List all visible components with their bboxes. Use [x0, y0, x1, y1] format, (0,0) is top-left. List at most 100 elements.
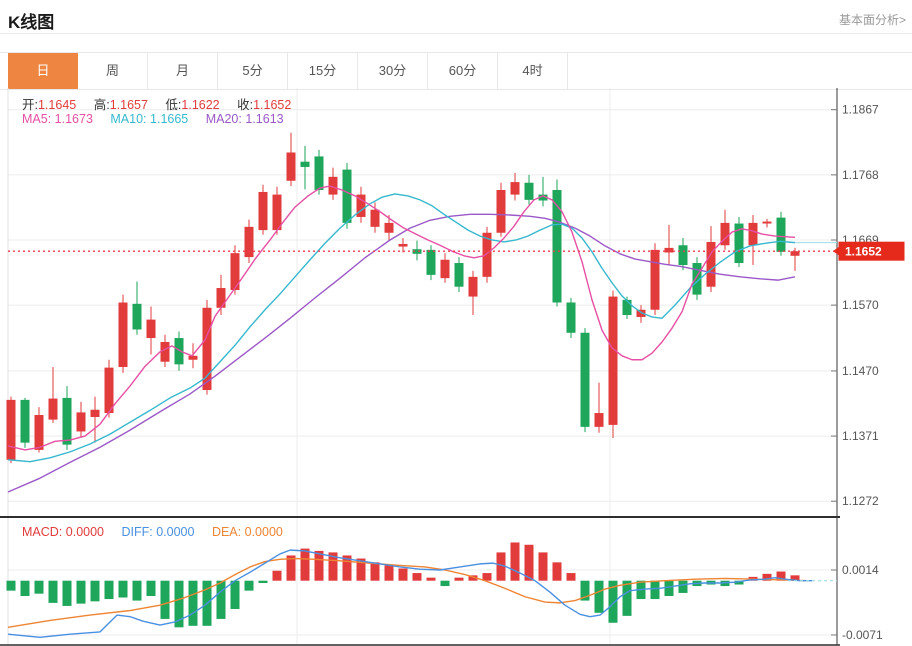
tab-月[interactable]: 月 — [148, 53, 218, 89]
macd-bar — [244, 580, 254, 591]
ma5-label: MA5: — [22, 112, 52, 126]
candle — [692, 263, 702, 295]
period-tab-bar: 日周月 5分 15分 30分 60分 4时 — [0, 52, 912, 90]
macd-bar — [174, 580, 184, 628]
candle — [300, 161, 310, 167]
macd-label: MACD: — [22, 525, 63, 539]
macd-bar — [76, 580, 86, 604]
candle — [468, 276, 478, 297]
macd-bar — [538, 552, 548, 581]
macd-bar — [580, 580, 590, 601]
price-axis-label: 1.1470 — [842, 364, 879, 378]
close-value: 1.1652 — [253, 98, 292, 112]
high-label: 高: — [93, 98, 110, 112]
tab-30分[interactable]: 30分 — [358, 53, 428, 89]
diff-label: DIFF: — [121, 525, 153, 539]
ma10-line — [7, 193, 796, 463]
macd-bar — [20, 580, 30, 596]
candle — [342, 169, 352, 223]
dea-label: DEA: — [211, 525, 242, 539]
candle — [174, 338, 184, 365]
price-axis-label: 1.1570 — [842, 298, 879, 312]
ma-legend: MA5: 1.1673 MA10: 1.1665 MA20: 1.1613 — [22, 112, 298, 126]
period-tabs: 日周月 5分 15分 30分 60分 4时 — [8, 53, 912, 89]
macd-bar — [90, 580, 100, 602]
candle — [580, 332, 590, 427]
macd-bar — [118, 580, 128, 598]
candle — [678, 245, 688, 265]
macd-bar — [216, 580, 226, 619]
macd-bar — [258, 580, 268, 583]
ohlc-legend: 开:1.1645 高:1.1657 低:1.1622 收:1.1652 — [22, 94, 305, 113]
tab-60分[interactable]: 60分 — [428, 53, 498, 89]
page-title: K线图 — [8, 13, 55, 32]
candle — [398, 243, 408, 247]
price-axis-label: 1.1272 — [842, 494, 879, 508]
macd-bar — [104, 580, 114, 600]
candle — [258, 191, 268, 231]
macd-bar — [356, 558, 366, 581]
candle — [132, 303, 142, 330]
candle — [776, 217, 786, 252]
ma20-label: MA20: — [205, 112, 242, 126]
candle — [370, 209, 380, 227]
candle — [412, 249, 422, 254]
tab-5分[interactable]: 5分 — [218, 53, 288, 89]
macd-bar — [272, 570, 282, 581]
macd-bar — [300, 548, 310, 581]
macd-legend: MACD: 0.0000 DIFF: 0.0000 DEA: 0.0000 — [22, 525, 297, 539]
ma20-line — [7, 213, 796, 493]
candle — [510, 182, 520, 195]
macd-bar — [608, 580, 618, 623]
macd-bar — [482, 573, 492, 581]
macd-bar — [762, 573, 772, 581]
low-value: 1.1622 — [181, 98, 220, 112]
macd-bar — [286, 555, 296, 581]
macd-axis-label: 0.0014 — [842, 563, 879, 577]
macd-bar — [132, 580, 142, 601]
chart-canvas[interactable]: 1.18671.17681.16691.15701.14701.13711.12… — [0, 88, 912, 646]
macd-bar — [230, 580, 240, 609]
tab-日[interactable]: 日 — [8, 53, 78, 89]
macd-value: 0.0000 — [65, 525, 104, 539]
candle — [762, 221, 772, 224]
macd-bar — [328, 552, 338, 581]
dea-line — [7, 557, 809, 629]
candle — [188, 355, 198, 360]
macd-bar — [496, 552, 506, 581]
macd-bar — [34, 580, 44, 594]
high-value: 1.1657 — [109, 98, 148, 112]
candle — [160, 341, 170, 362]
candle — [720, 222, 730, 246]
candle — [482, 232, 492, 277]
tab-15分[interactable]: 15分 — [288, 53, 358, 89]
macd-bar — [412, 573, 422, 581]
macd-bar — [510, 542, 520, 581]
candle — [328, 176, 338, 195]
close-label: 收: — [237, 98, 254, 112]
macd-bar — [790, 575, 800, 581]
macd-bar — [146, 580, 156, 596]
macd-bar — [594, 580, 604, 613]
candle — [594, 413, 604, 427]
candle — [426, 249, 436, 275]
macd-bar — [454, 577, 464, 581]
candle — [454, 263, 464, 287]
tab-4时[interactable]: 4时 — [498, 53, 568, 89]
macd-bar — [6, 580, 16, 591]
candle — [748, 222, 758, 246]
price-axis-label: 1.1768 — [842, 168, 879, 182]
candle — [314, 156, 324, 190]
candle — [230, 253, 240, 290]
macd-bar — [370, 562, 380, 581]
macd-bar — [314, 550, 324, 581]
macd-bar — [776, 571, 786, 581]
candle — [216, 288, 226, 308]
current-price-tag-arrow — [833, 247, 839, 256]
fundamental-analysis-link[interactable]: 基本面分析> — [838, 13, 906, 27]
ma10-label: MA10: — [110, 112, 147, 126]
chart-area: 1.1867 1.1768 1.1669 1.1570 1.1470 1.1371 1.12… — [0, 88, 912, 646]
current-price-tag — [838, 241, 905, 261]
tab-周[interactable]: 周 — [78, 53, 148, 89]
candle — [622, 299, 632, 316]
